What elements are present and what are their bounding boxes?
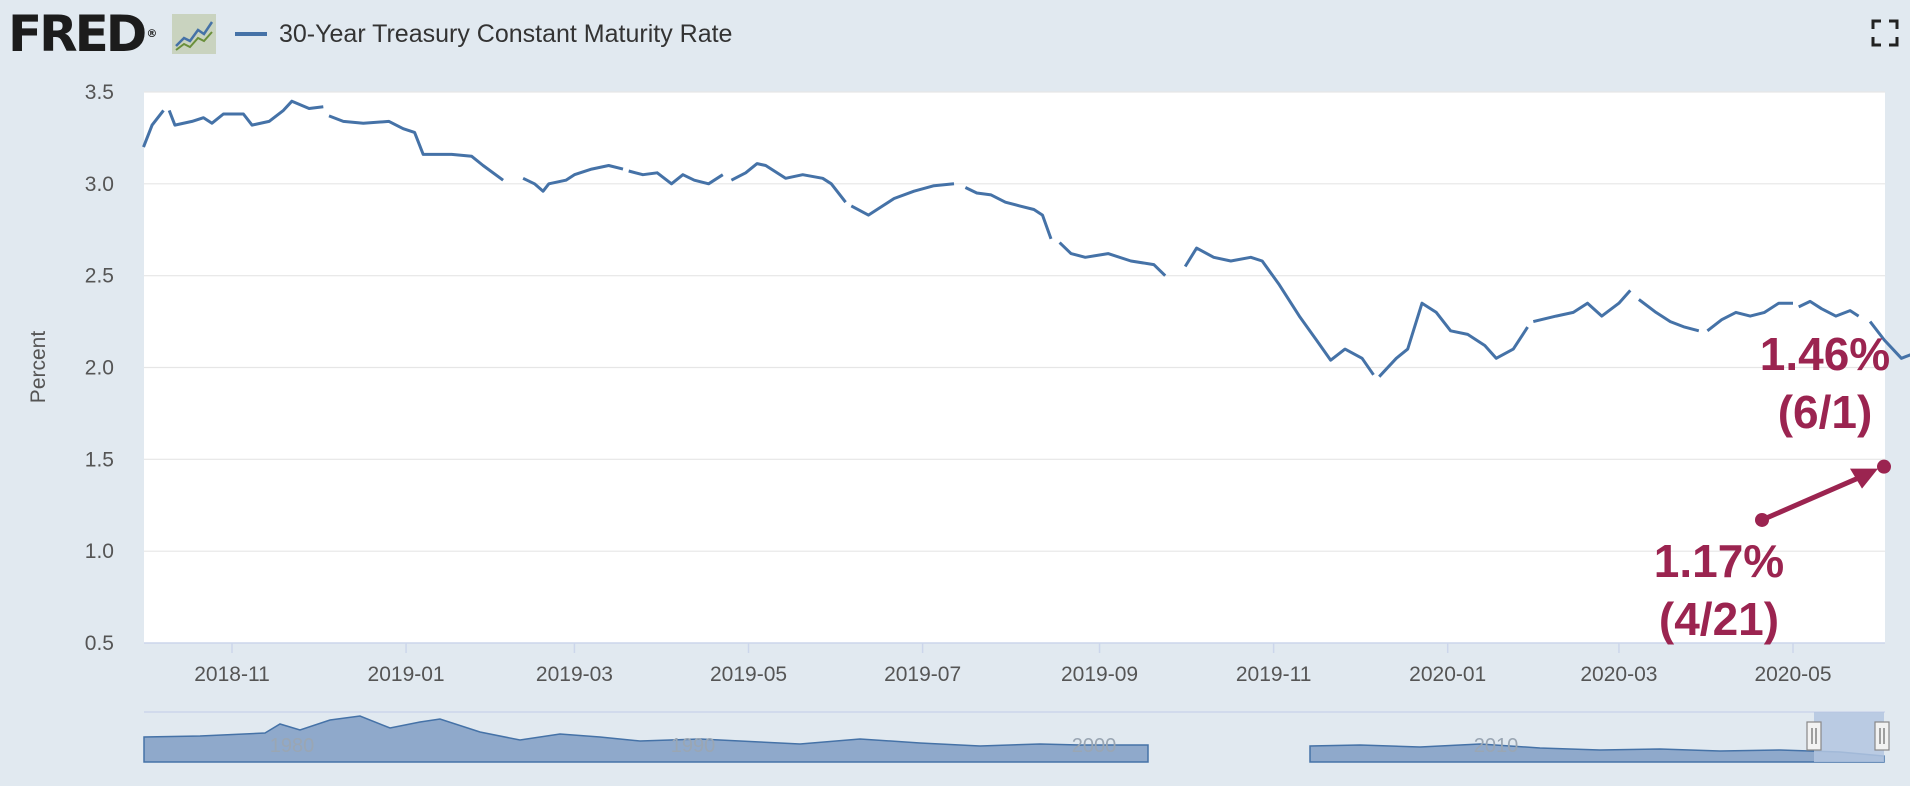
fullscreen-icon[interactable] (1870, 18, 1900, 48)
y-tick-label: 2.0 (85, 357, 114, 380)
y-tick-label: 0.5 (85, 632, 114, 655)
series-segment (1706, 301, 1793, 332)
series-segment (142, 109, 165, 148)
series-segment (730, 162, 847, 204)
series-line (142, 99, 1910, 378)
navigator-area-right (1309, 743, 1885, 763)
y-axis: 0.5 1.0 1.5 2.0 2.5 3.0 3.5 (85, 81, 114, 655)
series-segment (628, 169, 724, 186)
legend-swatch (235, 32, 267, 36)
y-tick-label: 3.0 (85, 173, 114, 196)
series-segment (1378, 301, 1529, 378)
annotation-high-date: (6/1) (1778, 386, 1873, 438)
series-segment (167, 99, 324, 127)
navigator-label: 2000 (1072, 735, 1117, 757)
fred-logo[interactable]: FRED ® (8, 6, 157, 62)
x-tick-label: 2019-03 (536, 663, 613, 686)
x-tick-label: 2019-09 (1061, 663, 1138, 686)
series-segment (1532, 289, 1632, 324)
x-tick-label: 2020-03 (1580, 663, 1657, 686)
series-segment (1868, 320, 1910, 360)
navigator-area-left (143, 715, 1149, 763)
chart-header: FRED ® 30-Year Treasury Constant Maturity… (0, 0, 1910, 70)
series-segment (1798, 299, 1860, 318)
annotation-arrowhead (1850, 468, 1878, 489)
x-tick-label: 2020-01 (1409, 663, 1486, 686)
navigator-handle-right[interactable] (1874, 721, 1890, 751)
navigator-selection[interactable] (1814, 712, 1884, 762)
x-tick-label: 2019-01 (368, 663, 445, 686)
grid-lines (144, 91, 1885, 552)
navigator-label: 1990 (671, 735, 716, 757)
annotation-end-point (1877, 459, 1891, 474)
x-tick-label: 2019-05 (710, 663, 787, 686)
registered-mark: ® (146, 27, 158, 40)
x-axis: 2018-11 2019-01 2019-03 2019-05 2019-07 2019-… (194, 643, 1832, 686)
series-segment (964, 186, 1053, 240)
x-tick-label: 2020-05 (1754, 663, 1831, 686)
annotation-high-value: 1.46% (1760, 328, 1890, 380)
annotation-start-point (1755, 512, 1769, 527)
annotation-low-date: (4/21) (1659, 593, 1779, 645)
fred-logo-text: FRED (8, 5, 147, 63)
series-segment (850, 182, 955, 217)
annotation-low-value: 1.17% (1654, 535, 1784, 587)
navigator-label: 1980 (270, 735, 315, 757)
x-tick-label: 2019-07 (884, 663, 961, 686)
navigator-handle-left[interactable] (1806, 721, 1822, 751)
navigator: 1980 1990 2000 2010 (143, 711, 1890, 763)
y-tick-label: 3.5 (85, 81, 114, 104)
series-segment (1058, 241, 1167, 277)
legend-label: 30-Year Treasury Constant Maturity Rate (279, 19, 733, 48)
legend[interactable]: 30-Year Treasury Constant Maturity Rate (235, 16, 732, 52)
x-tick-label: 2018-11 (194, 663, 270, 686)
series-segment (522, 164, 624, 193)
navigator-label: 2010 (1474, 735, 1519, 757)
y-axis-label: Percent (27, 331, 50, 404)
series-segment (328, 114, 504, 182)
series-segment (1637, 298, 1700, 333)
line-graph-icon[interactable] (172, 14, 216, 54)
y-tick-label: 1.0 (85, 540, 114, 563)
x-tick-label: 2019-11 (1236, 663, 1312, 686)
annotation-arrow-line (1761, 472, 1867, 523)
y-tick-label: 2.5 (85, 265, 114, 288)
y-tick-label: 1.5 (85, 448, 114, 471)
annotations: 1.46% (6/1) 1.17% (4/21) (1654, 328, 1891, 645)
series-segment (1183, 246, 1375, 376)
